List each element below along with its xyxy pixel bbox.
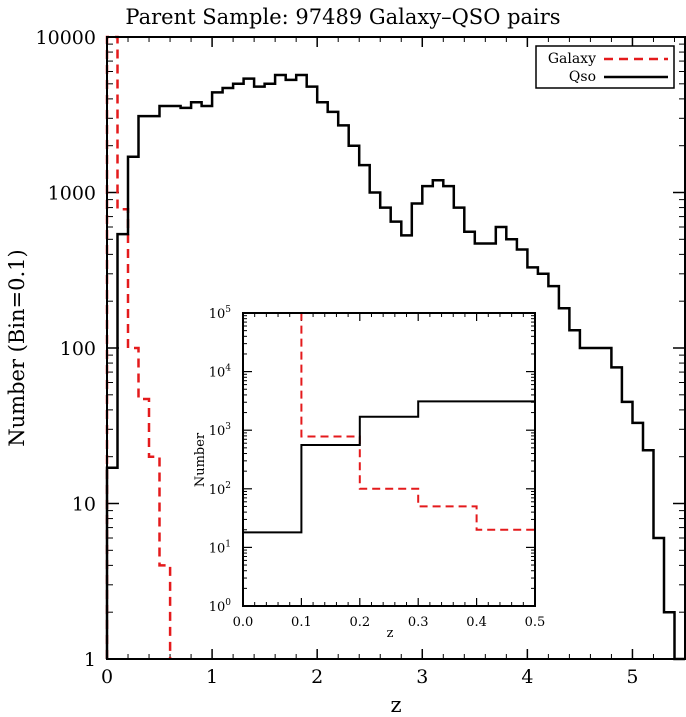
inset-series-line-qso: [242, 400, 535, 606]
inset-y-tick-label: 102: [209, 481, 231, 498]
inset-y-tick-exp: 5: [225, 305, 231, 315]
inset-y-tick-label: 103: [209, 422, 232, 439]
inset-x-tick-label: 0.5: [525, 615, 546, 630]
y-tick-label: 100: [60, 338, 96, 360]
inset-y-tick-label: 105: [209, 305, 232, 322]
inset-frame: [242, 312, 536, 607]
legend-label-galaxy: Galaxy: [548, 51, 596, 67]
x-tick-label: 4: [521, 666, 533, 688]
inset-x-axis-label: z: [387, 626, 394, 641]
inset-y-axis-label: Number: [193, 432, 208, 487]
inset-y-tick-base: 10: [209, 424, 226, 439]
inset-y-tick-exp: 1: [225, 539, 231, 549]
inset-y-tick-base: 10: [209, 483, 226, 498]
y-tick-label: 1000: [48, 183, 96, 205]
x-axis-label: z: [390, 693, 401, 717]
x-tick-label: 1: [206, 666, 218, 688]
inset-y-tick-base: 10: [209, 366, 226, 381]
x-tick-label: 0: [101, 666, 113, 688]
inset-plot: z Number 0.0 0.1 0.2 0.3 0.4 0.5 100101102103…: [193, 305, 545, 641]
inset-x-axis-ticks: 0.0 0.1 0.2 0.3 0.4 0.5: [233, 313, 546, 630]
x-tick-label: 5: [626, 666, 638, 688]
x-tick-label: 3: [416, 666, 428, 688]
series-line-qso: [105, 73, 685, 661]
legend-label-qso: Qso: [569, 69, 596, 85]
legend-box: [535, 45, 675, 89]
inset-y-tick-label: 101: [209, 539, 231, 556]
inset-x-tick-label: 0.0: [233, 615, 254, 630]
inset-x-tick-label: 0.3: [408, 615, 429, 630]
y-tick-label: 1: [84, 649, 96, 671]
inset-y-tick-base: 10: [209, 541, 226, 556]
y-tick-label: 10000: [36, 27, 96, 49]
chart-title: Parent Sample: 97489 Galaxy–QSO pairs: [125, 5, 560, 29]
inset-y-tick-base: 10: [209, 307, 226, 322]
series-group: [105, 35, 685, 661]
y-tick-label: 10: [72, 494, 96, 516]
legend: Galaxy Qso: [535, 45, 675, 89]
inset-background: [243, 313, 535, 606]
x-tick-label: 2: [311, 666, 323, 688]
inset-x-tick-label: 0.2: [349, 615, 370, 630]
inset-y-tick-base: 10: [209, 600, 226, 615]
plot-frame: [106, 36, 686, 660]
main-plot: Parent Sample: 97489 Galaxy–QSO pairs z …: [5, 5, 686, 717]
inset-y-tick-exp: 4: [225, 364, 231, 374]
inset-y-tick-exp: 0: [225, 598, 231, 608]
inset-x-tick-label: 0.1: [291, 615, 312, 630]
inset-y-tick-label: 100: [209, 598, 232, 615]
series-line-galaxy: [105, 35, 172, 659]
inset-y-tick-exp: 3: [225, 422, 231, 432]
inset-y-tick-label: 104: [209, 364, 232, 381]
inset-y-tick-exp: 2: [225, 481, 231, 491]
inset-x-tick-label: 0.4: [466, 615, 487, 630]
y-axis-label: Number (Bin=0.1): [5, 249, 29, 446]
